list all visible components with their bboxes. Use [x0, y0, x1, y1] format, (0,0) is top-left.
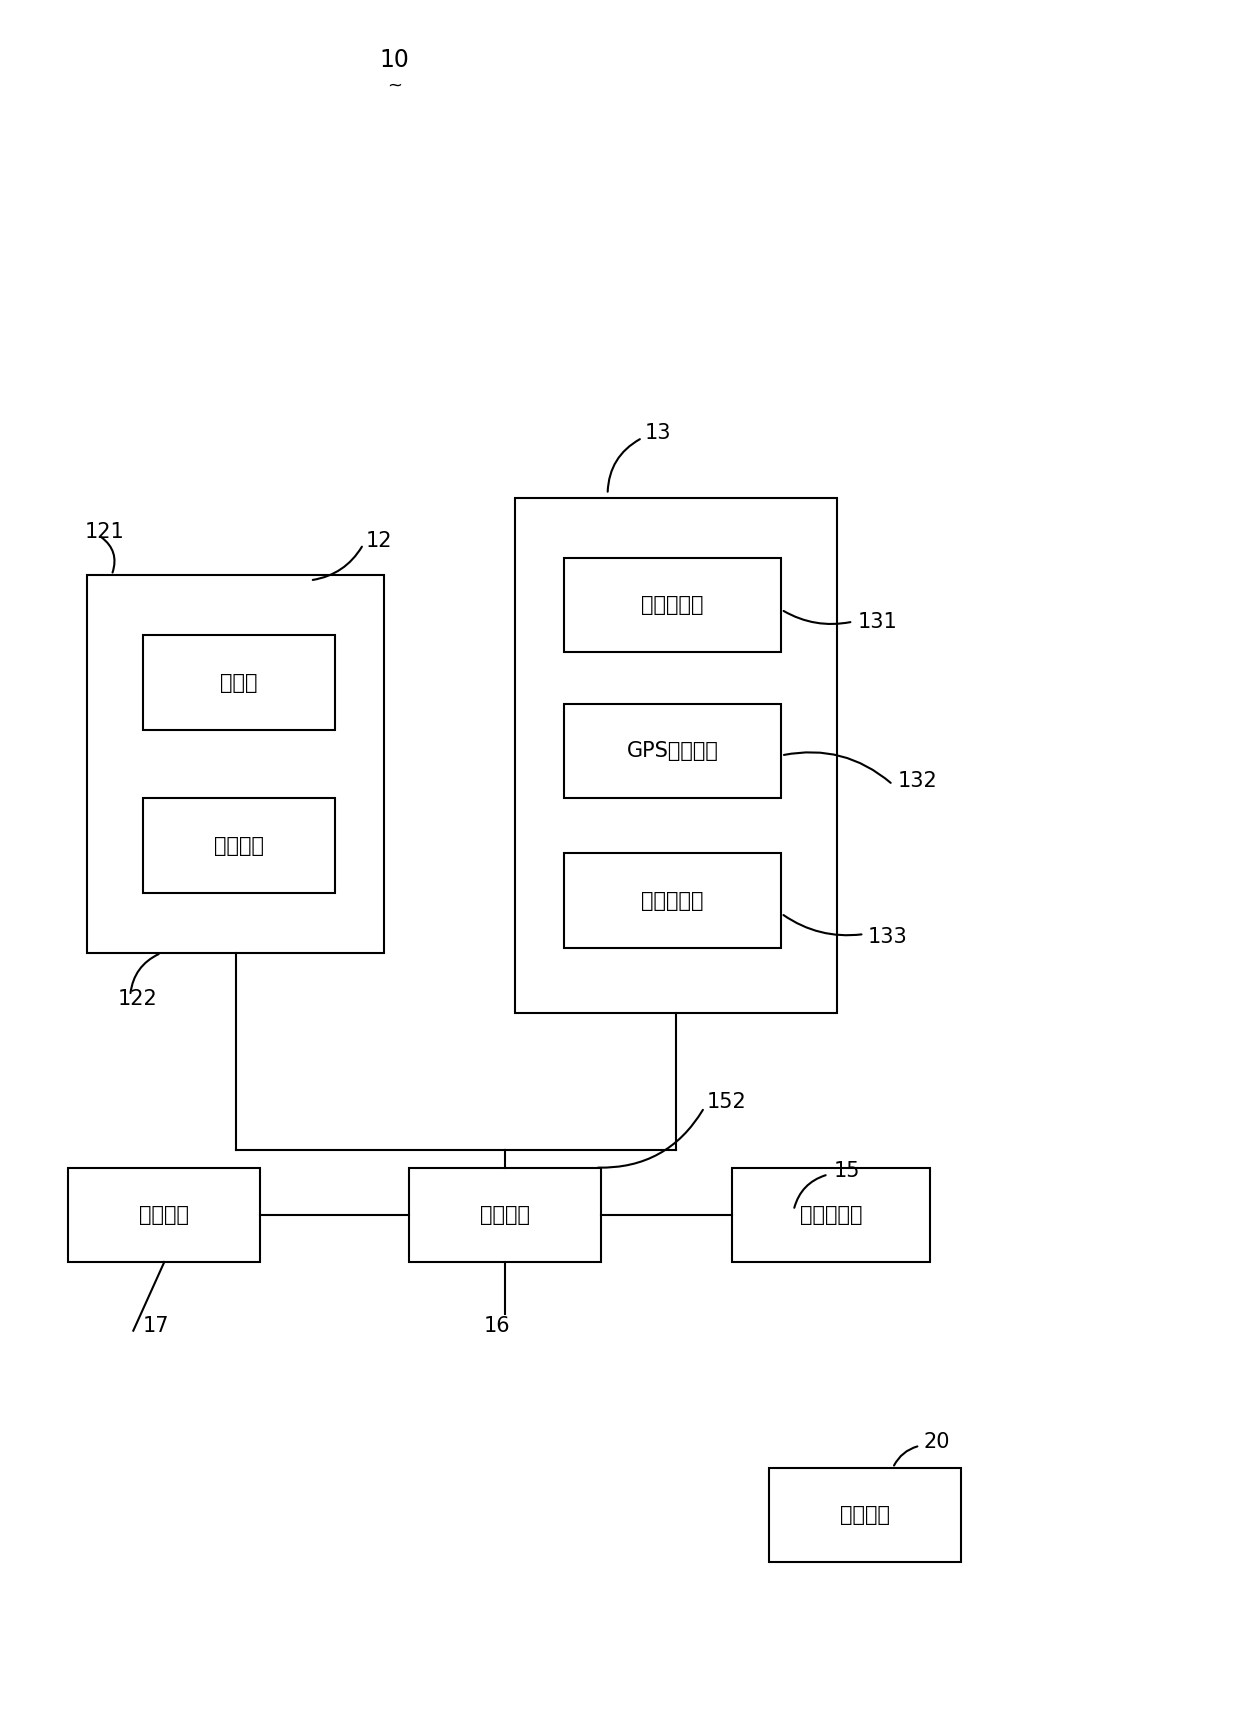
- Text: 12: 12: [366, 531, 392, 551]
- Text: 距离传感器: 距离传感器: [641, 891, 704, 910]
- Bar: [732, 1168, 930, 1262]
- Text: 13: 13: [645, 422, 671, 443]
- Text: 磁场感应器: 磁场感应器: [641, 596, 704, 615]
- FancyArrowPatch shape: [894, 1446, 918, 1466]
- Text: 角速度计: 角速度计: [213, 836, 264, 855]
- Text: 移动终端: 移动终端: [839, 1506, 890, 1525]
- Text: 17: 17: [143, 1315, 169, 1336]
- Text: 132: 132: [898, 771, 937, 792]
- FancyArrowPatch shape: [608, 440, 640, 491]
- FancyArrowPatch shape: [130, 955, 159, 992]
- Text: 122: 122: [118, 989, 157, 1010]
- Text: 主控制器: 主控制器: [480, 1205, 531, 1224]
- Text: 动力组件: 动力组件: [139, 1205, 190, 1224]
- Text: 133: 133: [868, 927, 908, 948]
- Bar: [87, 575, 384, 953]
- Text: GPS定位单元: GPS定位单元: [626, 742, 719, 761]
- FancyArrowPatch shape: [598, 1109, 703, 1168]
- Text: 121: 121: [84, 522, 124, 543]
- Bar: [564, 558, 781, 652]
- Text: 陀螺仪: 陀螺仪: [219, 673, 258, 692]
- Bar: [409, 1168, 601, 1262]
- FancyArrowPatch shape: [102, 537, 114, 572]
- Bar: [564, 853, 781, 948]
- FancyArrowPatch shape: [312, 546, 362, 580]
- Bar: [564, 704, 781, 798]
- FancyArrowPatch shape: [784, 611, 851, 623]
- Bar: [515, 498, 837, 1013]
- Text: ~: ~: [387, 77, 402, 94]
- Text: 16: 16: [484, 1315, 510, 1336]
- Text: 152: 152: [707, 1092, 746, 1113]
- Text: 10: 10: [379, 48, 409, 72]
- FancyArrowPatch shape: [795, 1174, 826, 1207]
- FancyArrowPatch shape: [784, 915, 862, 936]
- Text: 131: 131: [858, 611, 898, 632]
- Bar: [143, 798, 335, 893]
- Bar: [769, 1468, 961, 1562]
- Text: 信号接收器: 信号接收器: [800, 1205, 862, 1224]
- Bar: [143, 635, 335, 730]
- Text: 20: 20: [924, 1432, 950, 1453]
- FancyArrowPatch shape: [784, 752, 890, 783]
- Text: 15: 15: [833, 1161, 859, 1181]
- Bar: [68, 1168, 260, 1262]
